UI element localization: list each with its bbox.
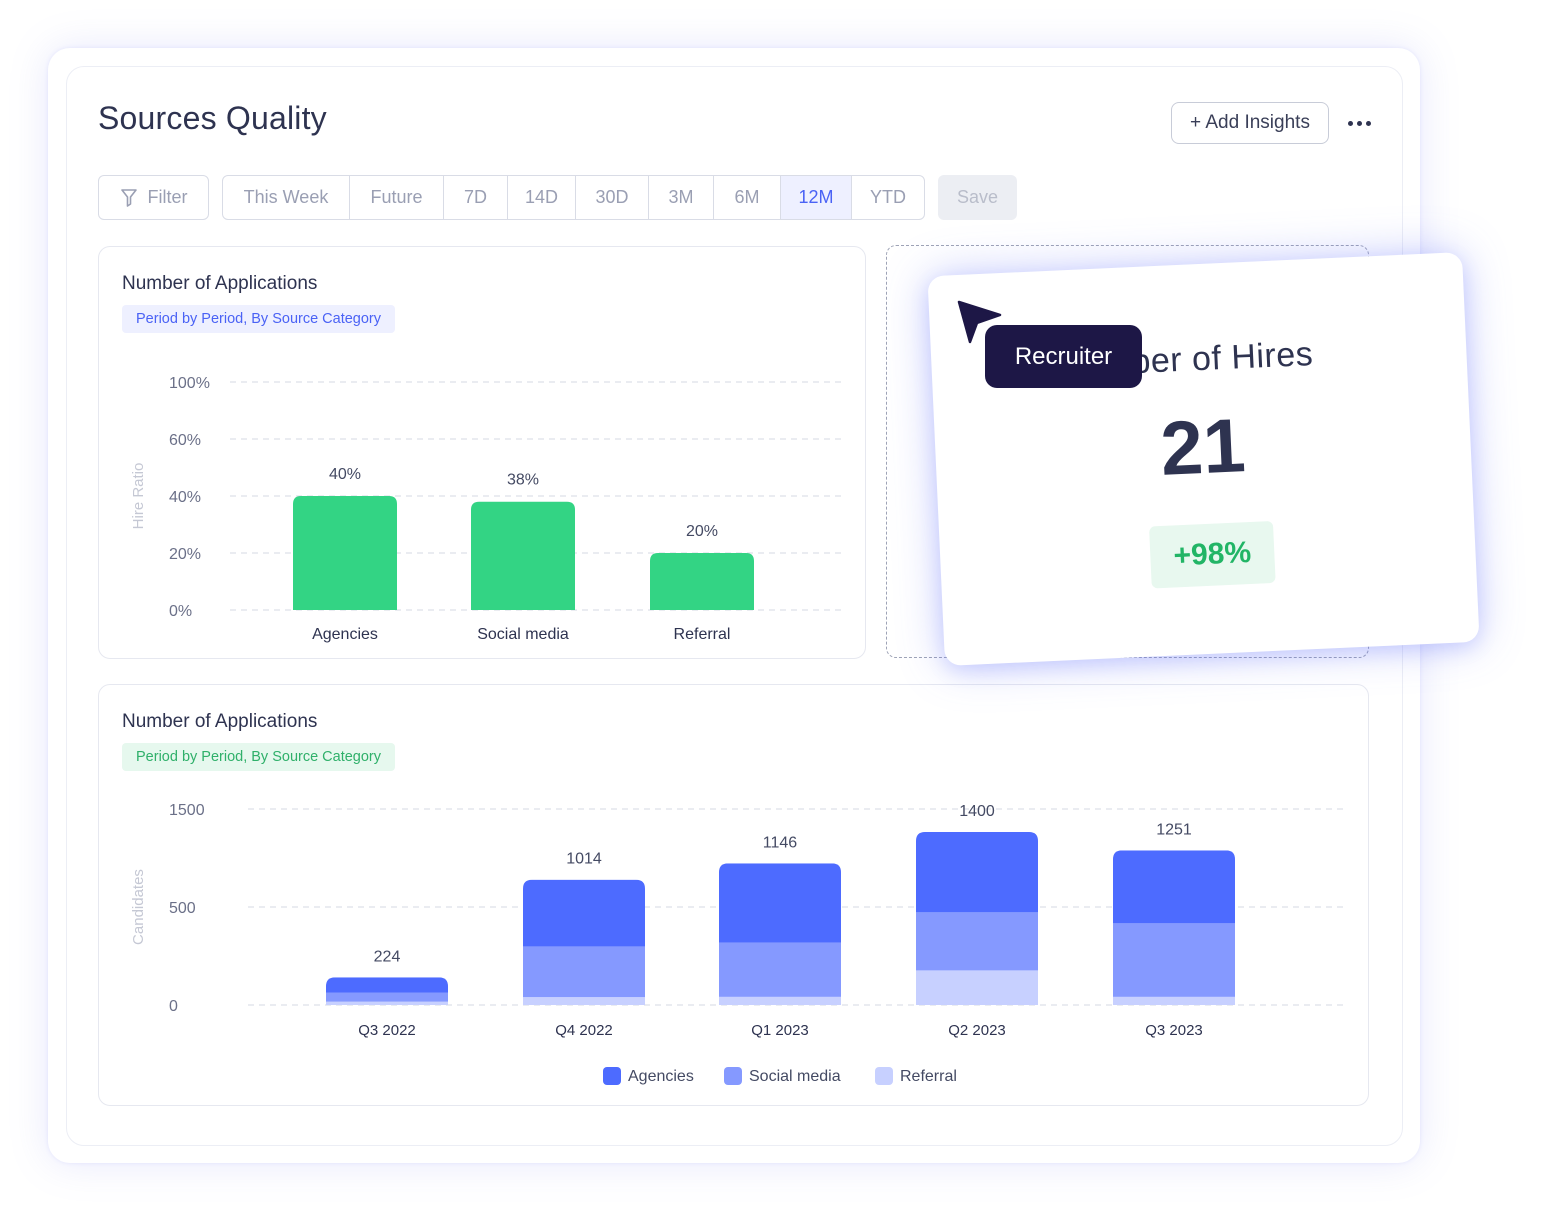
bar-segment-social-media	[719, 942, 841, 997]
data-label: 1400	[959, 803, 995, 820]
recruiter-cursor-tag: Recruiter	[985, 325, 1142, 388]
hire-ratio-chart: 0% 20% 40% 60% 100% Hire Ratio 40% Agencies 38% S…	[130, 375, 844, 643]
bar-segment-referral	[326, 1001, 448, 1005]
data-label: 1146	[763, 834, 798, 851]
period-6m[interactable]: 6M	[714, 176, 781, 219]
data-label: 20%	[686, 523, 718, 540]
legend-label: Agencies	[628, 1068, 694, 1085]
more-options-icon[interactable]	[1340, 108, 1378, 138]
bar-segment-referral	[1113, 996, 1235, 1005]
x-tick-label: Q3 2023	[1145, 1022, 1203, 1039]
y-tick-label: 100%	[169, 375, 210, 392]
x-tick-label: Q4 2022	[555, 1022, 613, 1039]
data-label: 1014	[566, 851, 602, 868]
number-of-hires-card[interactable]: ber of Hires 21 +98%	[927, 252, 1480, 666]
period-future[interactable]: Future	[350, 176, 444, 219]
bar-segment-social-media	[1113, 923, 1235, 997]
bar-segment-agencies	[326, 977, 448, 993]
period-30d[interactable]: 30D	[576, 176, 649, 219]
hires-change-badge: +98%	[1149, 520, 1276, 589]
bar-segment-agencies	[719, 863, 841, 943]
legend-label: Social media	[749, 1068, 841, 1085]
save-button[interactable]: Save	[938, 175, 1017, 220]
card-subtitle-pill: Period by Period, By Source Category	[122, 743, 396, 771]
data-label: 1251	[1156, 821, 1192, 838]
bar-segment-referral	[719, 996, 841, 1005]
y-tick-label: 1500	[169, 802, 205, 819]
hires-value: 21	[1158, 403, 1248, 492]
stacked-bar-q3-2023	[1113, 850, 1235, 1005]
filter-button[interactable]: Filter	[98, 175, 209, 220]
period-this-week[interactable]: This Week	[223, 176, 350, 219]
stacked-bar-q3-2022	[326, 977, 448, 1005]
x-tick-label: Agencies	[312, 626, 378, 643]
data-label: 40%	[329, 466, 361, 483]
period-14d[interactable]: 14D	[508, 176, 576, 219]
period-ytd[interactable]: YTD	[870, 187, 906, 207]
hires-card-title: ber of Hires	[1130, 334, 1314, 382]
stacked-bar-q4-2022	[523, 879, 645, 1005]
x-tick-label: Q3 2022	[358, 1022, 416, 1039]
y-tick-label: 0%	[169, 603, 192, 620]
bar-segment-referral	[523, 997, 645, 1005]
add-insights-button[interactable]: + Add Insights	[1171, 102, 1329, 144]
period-7d[interactable]: 7D	[444, 176, 508, 219]
legend-swatch-referral	[875, 1067, 893, 1085]
legend-swatch-agencies	[603, 1067, 621, 1085]
y-axis-label: Candidates	[130, 869, 147, 945]
bar-segment-agencies	[523, 879, 645, 947]
y-tick-label: 20%	[169, 546, 201, 563]
y-axis-label: Hire Ratio	[130, 463, 147, 530]
card-title: Number of Applications	[122, 711, 318, 732]
y-tick-label: 500	[169, 900, 196, 917]
x-tick-label: Q1 2023	[751, 1022, 809, 1039]
bar-segment-agencies	[1113, 850, 1235, 924]
legend-label: Referral	[900, 1068, 957, 1085]
stacked-bar-q2-2023	[916, 832, 1038, 1005]
x-tick-label: Referral	[674, 626, 731, 643]
period-12m[interactable]: 12M	[781, 176, 852, 219]
bar-segment-social-media	[326, 992, 448, 1002]
filter-label: Filter	[147, 187, 188, 207]
filter-icon	[120, 188, 137, 207]
candidates-card: Number of Applications Period by Period,…	[98, 684, 1369, 1106]
candidates-chart: 0 500 1500 Candidates 224 Q3 2022 1014 Q4 2022 1…	[130, 802, 1347, 1085]
y-tick-label: 0	[169, 998, 178, 1015]
bar-social-media	[471, 501, 575, 610]
bar-segment-social-media	[916, 912, 1038, 971]
cursor-icon	[957, 300, 1002, 344]
data-label: 38%	[507, 472, 539, 489]
legend-swatch-social-media	[724, 1067, 742, 1085]
bar-segment-agencies	[916, 832, 1038, 913]
data-label: 224	[374, 948, 401, 965]
page-title: Sources Quality	[98, 100, 327, 136]
y-tick-label: 40%	[169, 489, 201, 506]
x-tick-label: Q2 2023	[948, 1022, 1006, 1039]
card-title: Number of Applications	[122, 273, 318, 294]
period-selector: This Week Future 7D 14D 30D 3M 6M 12M YT…	[222, 175, 925, 220]
bar-agencies	[293, 496, 397, 610]
x-tick-label: Social media	[477, 626, 569, 643]
card-subtitle-pill: Period by Period, By Source Category	[122, 305, 396, 333]
bar-segment-referral	[916, 970, 1038, 1005]
bar-referral	[650, 553, 754, 610]
period-3m[interactable]: 3M	[649, 176, 714, 219]
stacked-bar-q1-2023	[719, 863, 841, 1005]
hire-ratio-card: Number of Applications Period by Period,…	[98, 246, 866, 659]
y-tick-label: 60%	[169, 432, 201, 449]
bar-segment-social-media	[523, 946, 645, 998]
